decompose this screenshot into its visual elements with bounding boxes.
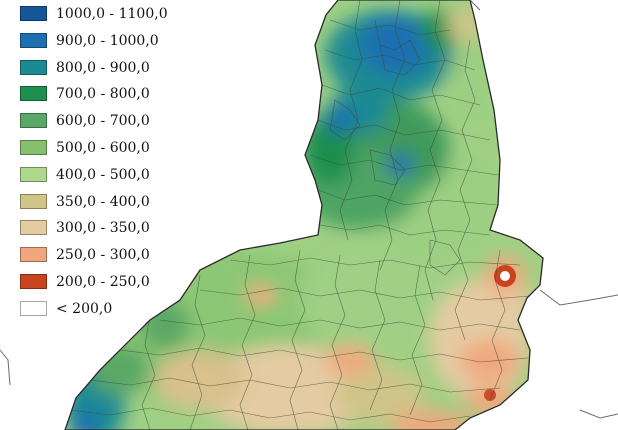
legend-item: 800,0 - 900,0 (20, 57, 195, 84)
legend-label: 200,0 - 250,0 (56, 273, 150, 290)
legend-item: 400,0 - 500,0 (20, 164, 195, 191)
legend-swatch (20, 247, 47, 263)
neighbor-borders (0, 0, 618, 419)
legend-swatch (20, 166, 47, 182)
legend-item: 1000,0 - 1100,0 (20, 3, 195, 30)
legend-swatch (20, 139, 47, 155)
legend-item: 500,0 - 600,0 (20, 137, 195, 164)
legend-swatch (20, 113, 47, 129)
legend-label: 900,0 - 1000,0 (56, 32, 159, 49)
legend-item: 900,0 - 1000,0 (20, 30, 195, 57)
legend-swatch (20, 86, 47, 102)
legend-swatch (20, 6, 47, 21)
region-outline (64, 0, 544, 430)
municipality-borders (69, 0, 531, 430)
legend-swatch (20, 300, 47, 316)
legend-item: < 200,0 (20, 298, 195, 325)
legend-swatch (20, 193, 47, 209)
legend-label: 1000,0 - 1100,0 (56, 6, 168, 22)
legend-item: 300,0 - 350,0 (20, 217, 195, 244)
legend: 1000,0 - 1100,0 900,0 - 1000,0 800,0 - 9… (20, 3, 195, 325)
legend-item: 250,0 - 300,0 (20, 244, 195, 271)
legend-label: 300,0 - 350,0 (56, 220, 150, 237)
legend-label: < 200,0 (56, 300, 113, 317)
legend-swatch (20, 32, 47, 48)
legend-swatch (20, 59, 47, 75)
legend-label: 400,0 - 500,0 (56, 166, 150, 183)
legend-item: 350,0 - 400,0 (20, 191, 195, 218)
legend-item: 700,0 - 800,0 (20, 83, 195, 110)
legend-swatch (20, 273, 47, 289)
legend-label: 600,0 - 700,0 (56, 113, 150, 130)
legend-label: 700,0 - 800,0 (56, 86, 150, 103)
legend-item: 200,0 - 250,0 (20, 271, 195, 298)
legend-label: 500,0 - 600,0 (56, 139, 150, 156)
legend-label: 800,0 - 900,0 (56, 59, 150, 76)
legend-swatch (20, 220, 47, 236)
legend-item: 600,0 - 700,0 (20, 110, 195, 137)
legend-label: 350,0 - 400,0 (56, 193, 150, 210)
legend-label: 250,0 - 300,0 (56, 247, 150, 264)
